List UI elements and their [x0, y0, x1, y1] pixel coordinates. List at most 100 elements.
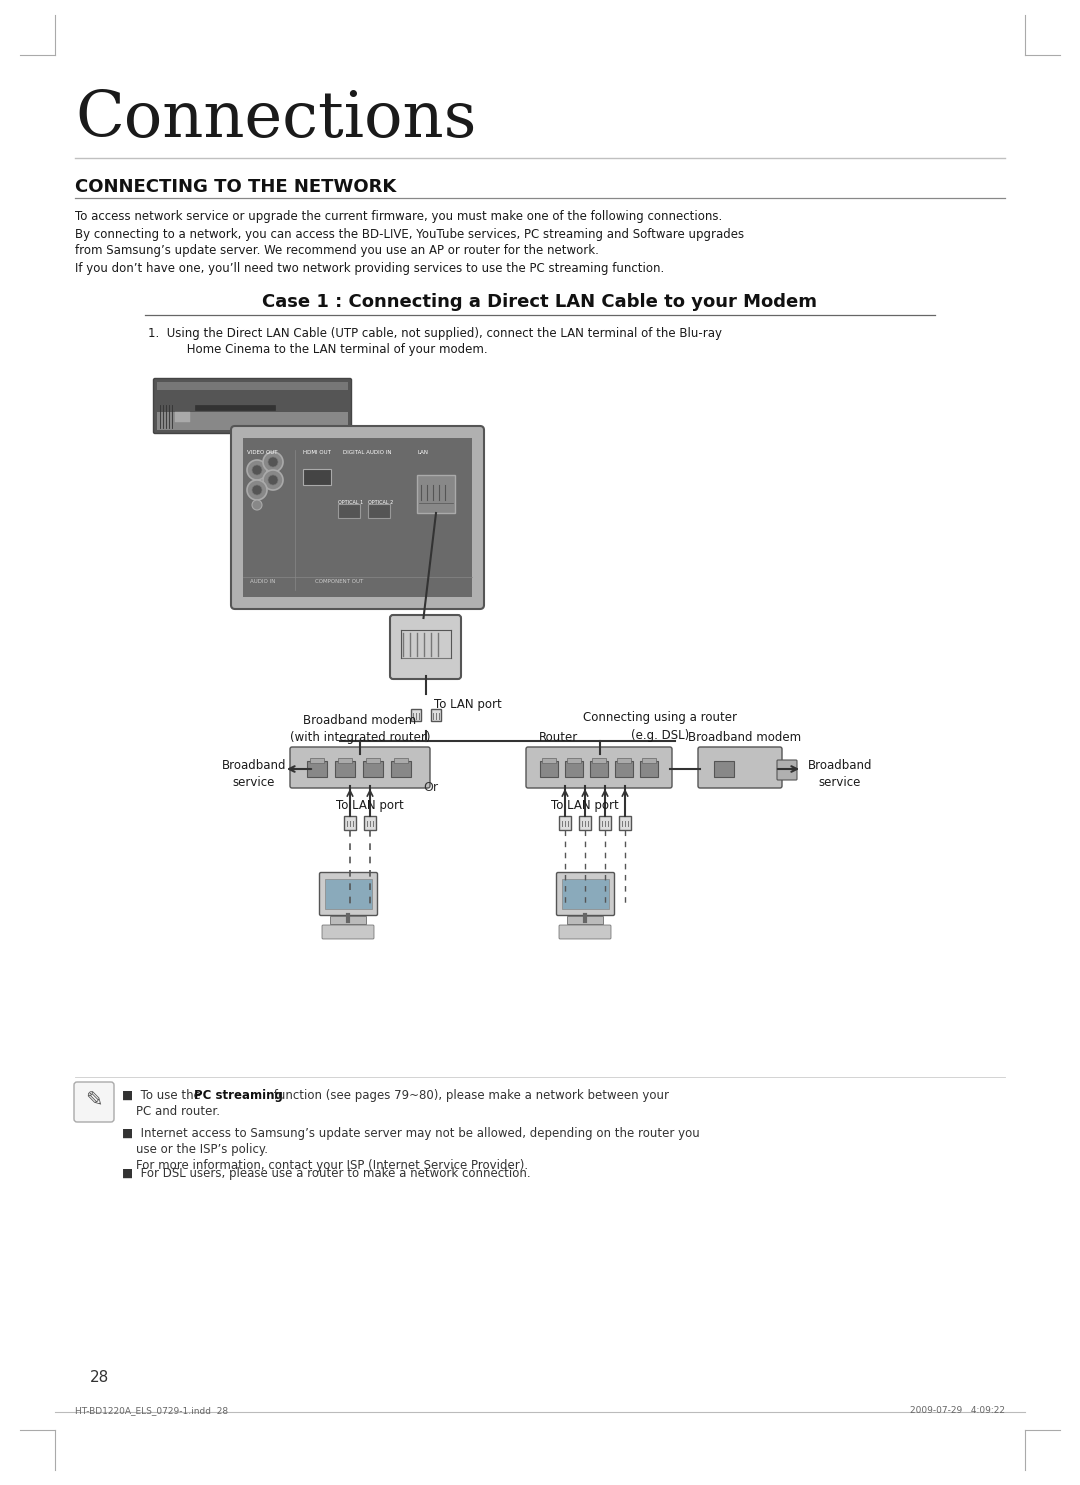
Text: 2009-07-29   4:09:22: 2009-07-29 4:09:22	[910, 1406, 1005, 1415]
FancyBboxPatch shape	[291, 747, 430, 789]
FancyBboxPatch shape	[698, 747, 782, 789]
Bar	[542, 757, 556, 763]
Bar	[391, 760, 411, 777]
Bar	[431, 708, 441, 722]
Bar	[394, 757, 408, 763]
Bar	[565, 760, 583, 777]
Text: 1.  Using the Direct LAN Cable (UTP cable, not supplied), connect the LAN termin: 1. Using the Direct LAN Cable (UTP cable…	[148, 327, 723, 340]
Bar	[417, 475, 455, 512]
Text: function (see pages 79~80), please make a network between your: function (see pages 79~80), please make …	[270, 1089, 669, 1102]
FancyBboxPatch shape	[559, 925, 611, 939]
Bar	[307, 760, 327, 777]
Text: use or the ISP’s policy.: use or the ISP’s policy.	[136, 1143, 268, 1155]
Text: AUDIO IN: AUDIO IN	[249, 579, 275, 584]
Text: LAN: LAN	[418, 450, 429, 454]
FancyBboxPatch shape	[526, 747, 672, 789]
Bar	[364, 815, 376, 830]
Bar	[243, 438, 472, 597]
Bar	[366, 757, 380, 763]
Text: Case 1 : Connecting a Direct LAN Cable to your Modem: Case 1 : Connecting a Direct LAN Cable t…	[262, 293, 818, 310]
Bar	[617, 757, 631, 763]
Circle shape	[247, 460, 267, 480]
Text: Connecting using a router
(e.g. DSL): Connecting using a router (e.g. DSL)	[583, 711, 737, 742]
Bar	[559, 815, 571, 830]
Bar	[714, 760, 734, 777]
Circle shape	[252, 486, 262, 495]
Text: To LAN port: To LAN port	[551, 799, 619, 812]
Circle shape	[268, 475, 278, 486]
Bar	[363, 760, 383, 777]
Bar	[175, 411, 190, 422]
Bar	[368, 503, 390, 518]
Circle shape	[252, 465, 262, 475]
Text: VIDEO OUT: VIDEO OUT	[247, 450, 278, 454]
Text: To access network service or upgrade the current firmware, you must make one of : To access network service or upgrade the…	[75, 209, 723, 223]
Bar	[640, 760, 658, 777]
Text: OPTICAL 2: OPTICAL 2	[368, 500, 393, 505]
Text: By connecting to a network, you can access the BD-LIVE, YouTube services, PC str: By connecting to a network, you can acce…	[75, 229, 744, 241]
FancyBboxPatch shape	[75, 1083, 114, 1123]
Text: Broadband modem: Broadband modem	[688, 731, 801, 744]
Text: HT-BD1220A_ELS_0729-1.indd  28: HT-BD1220A_ELS_0729-1.indd 28	[75, 1406, 228, 1415]
Text: from Samsung’s update server. We recommend you use an AP or router for the netwo: from Samsung’s update server. We recomme…	[75, 244, 599, 257]
Text: ✎: ✎	[85, 1090, 103, 1109]
Bar	[615, 760, 633, 777]
Bar	[330, 916, 366, 924]
Circle shape	[247, 480, 267, 500]
FancyBboxPatch shape	[556, 873, 615, 915]
Text: Broadband
service: Broadband service	[808, 759, 873, 789]
Bar	[619, 815, 631, 830]
FancyBboxPatch shape	[320, 873, 378, 915]
Bar	[325, 879, 372, 909]
Bar	[338, 503, 360, 518]
Text: Broadband modem
(with integrated router): Broadband modem (with integrated router)	[289, 714, 430, 744]
Text: ■  Internet access to Samsung’s update server may not be allowed, depending on t: ■ Internet access to Samsung’s update se…	[122, 1127, 700, 1140]
Text: ■  For DSL users, please use a router to make a network connection.: ■ For DSL users, please use a router to …	[122, 1167, 530, 1181]
Bar	[599, 815, 611, 830]
Bar	[303, 469, 330, 486]
Text: ■  To use the: ■ To use the	[122, 1089, 204, 1102]
Bar	[335, 760, 355, 777]
Bar	[195, 405, 275, 410]
Bar	[338, 757, 352, 763]
FancyBboxPatch shape	[153, 379, 351, 434]
Text: PC and router.: PC and router.	[136, 1105, 220, 1118]
Text: Broadband
service: Broadband service	[221, 759, 286, 789]
Text: Home Cinema to the LAN terminal of your modem.: Home Cinema to the LAN terminal of your …	[168, 343, 488, 356]
FancyBboxPatch shape	[390, 615, 461, 679]
Circle shape	[268, 457, 278, 466]
Text: To LAN port: To LAN port	[433, 698, 501, 711]
Text: HDMI OUT: HDMI OUT	[303, 450, 330, 454]
Text: 28: 28	[90, 1371, 109, 1386]
Bar	[590, 760, 608, 777]
Circle shape	[252, 500, 262, 509]
FancyBboxPatch shape	[322, 925, 374, 939]
Bar	[410, 708, 420, 722]
Circle shape	[264, 451, 283, 472]
Bar	[579, 815, 591, 830]
Text: Or: Or	[423, 781, 438, 794]
FancyBboxPatch shape	[777, 760, 797, 780]
Bar	[540, 760, 558, 777]
Bar	[642, 757, 656, 763]
Text: For more information, contact your ISP (Internet Service Provider).: For more information, contact your ISP (…	[136, 1158, 528, 1172]
Bar	[567, 757, 581, 763]
Bar	[592, 757, 606, 763]
Text: DIGITAL AUDIO IN: DIGITAL AUDIO IN	[343, 450, 391, 454]
Text: Router: Router	[538, 731, 578, 744]
Bar	[157, 411, 348, 431]
Bar	[345, 815, 356, 830]
Text: PC streaming: PC streaming	[194, 1089, 283, 1102]
Bar	[567, 916, 603, 924]
Text: If you don’t have one, you’ll need two network providing services to use the PC : If you don’t have one, you’ll need two n…	[75, 261, 664, 275]
Bar	[562, 879, 609, 909]
Text: Connections: Connections	[75, 89, 476, 150]
Text: COMPONENT OUT: COMPONENT OUT	[315, 579, 363, 584]
FancyBboxPatch shape	[231, 426, 484, 609]
Circle shape	[264, 469, 283, 490]
Bar	[157, 382, 348, 391]
Text: To LAN port: To LAN port	[336, 799, 404, 812]
Text: CONNECTING TO THE NETWORK: CONNECTING TO THE NETWORK	[75, 178, 396, 196]
Bar	[310, 757, 324, 763]
Text: OPTICAL 1: OPTICAL 1	[338, 500, 363, 505]
